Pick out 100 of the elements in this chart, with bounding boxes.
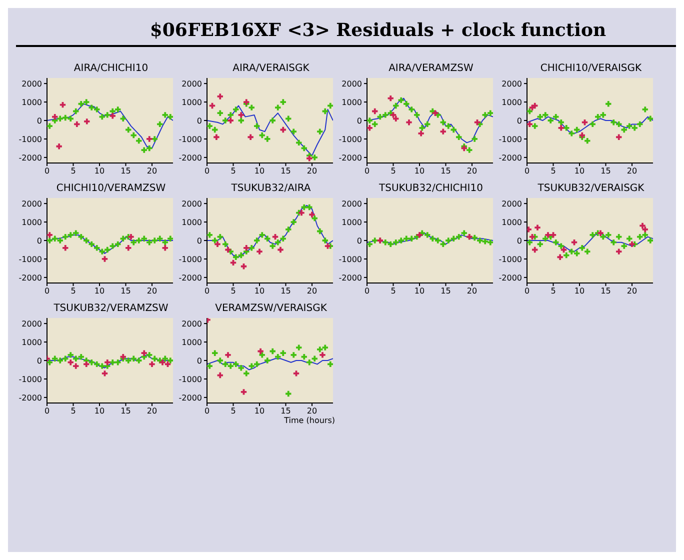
point bbox=[286, 116, 292, 122]
point bbox=[62, 356, 68, 362]
point bbox=[104, 360, 110, 366]
point bbox=[126, 126, 132, 133]
point bbox=[84, 361, 90, 368]
point bbox=[88, 360, 94, 366]
point bbox=[324, 243, 331, 249]
y-tick-label: 2000 bbox=[22, 199, 42, 208]
point bbox=[450, 126, 456, 133]
point bbox=[430, 236, 436, 242]
point bbox=[259, 132, 265, 138]
x-tick-label: 20 bbox=[306, 406, 318, 416]
point bbox=[141, 350, 147, 356]
point bbox=[52, 236, 58, 242]
point bbox=[472, 136, 478, 142]
point bbox=[322, 238, 328, 244]
y-tick-label: -1000 bbox=[178, 254, 202, 264]
y-tick-label: -2000 bbox=[18, 393, 42, 402]
point bbox=[254, 123, 260, 129]
point bbox=[68, 232, 74, 238]
point bbox=[621, 126, 627, 133]
point bbox=[537, 241, 543, 248]
x-tick-label: 20 bbox=[146, 406, 158, 416]
y-tick-label: -1000 bbox=[498, 254, 522, 264]
point bbox=[47, 360, 52, 366]
point bbox=[558, 120, 564, 126]
y-tick-label: 2000 bbox=[182, 79, 202, 88]
x-tick-label: 20 bbox=[146, 286, 158, 296]
point bbox=[270, 243, 276, 249]
point bbox=[146, 240, 152, 246]
point bbox=[228, 118, 234, 124]
point bbox=[477, 238, 483, 244]
point bbox=[68, 360, 74, 366]
point bbox=[450, 236, 456, 242]
point bbox=[240, 264, 247, 270]
point bbox=[78, 101, 84, 107]
point bbox=[146, 136, 152, 142]
point bbox=[212, 238, 218, 244]
x-tick-label: 15 bbox=[120, 406, 131, 416]
x-tick-label: 15 bbox=[440, 286, 451, 296]
point bbox=[99, 363, 105, 369]
point bbox=[217, 358, 223, 364]
point bbox=[393, 240, 399, 246]
point bbox=[642, 232, 648, 238]
x-tick-label: 20 bbox=[146, 166, 158, 176]
point bbox=[372, 108, 378, 114]
point bbox=[446, 238, 452, 244]
point bbox=[456, 234, 462, 240]
point bbox=[126, 245, 132, 251]
point bbox=[217, 234, 223, 240]
y-tick-label: 0 bbox=[356, 236, 362, 246]
point bbox=[621, 243, 627, 249]
y-tick-label: -1000 bbox=[18, 254, 42, 264]
point bbox=[472, 234, 478, 241]
point bbox=[557, 254, 563, 260]
point bbox=[440, 241, 446, 248]
point bbox=[482, 112, 488, 118]
point bbox=[57, 358, 63, 364]
point bbox=[222, 241, 228, 248]
y-tick-label: -1000 bbox=[338, 254, 362, 264]
point bbox=[600, 234, 606, 240]
point bbox=[62, 245, 68, 251]
point bbox=[222, 361, 228, 368]
point bbox=[94, 245, 100, 251]
point bbox=[548, 118, 554, 124]
point bbox=[259, 352, 265, 358]
point bbox=[456, 134, 462, 140]
point bbox=[648, 116, 653, 122]
chart-title: CHICHI10/VERAMZSW bbox=[55, 182, 167, 195]
point bbox=[244, 370, 250, 376]
point bbox=[110, 360, 116, 366]
point bbox=[382, 112, 388, 118]
y-tick-label: -2000 bbox=[498, 273, 522, 282]
y-tick-label: 0 bbox=[196, 356, 202, 366]
point bbox=[225, 246, 231, 253]
point bbox=[648, 238, 653, 244]
x-tick-label: 0 bbox=[44, 166, 50, 176]
point bbox=[256, 248, 262, 254]
point bbox=[598, 230, 604, 236]
x-tick-label: 5 bbox=[70, 286, 76, 296]
point bbox=[298, 210, 304, 216]
point bbox=[626, 123, 632, 129]
x-tick-label: 10 bbox=[94, 406, 105, 416]
point bbox=[440, 128, 446, 134]
x-tick-label: 0 bbox=[44, 406, 50, 416]
point bbox=[558, 125, 564, 131]
point bbox=[590, 121, 596, 128]
x-tick-label: 15 bbox=[600, 166, 611, 176]
point bbox=[130, 132, 136, 138]
point bbox=[606, 232, 612, 238]
x-tick-label: 5 bbox=[390, 166, 396, 176]
point bbox=[130, 240, 136, 246]
point bbox=[590, 232, 596, 238]
point bbox=[532, 102, 538, 109]
point bbox=[606, 101, 612, 107]
point bbox=[527, 226, 532, 232]
y-tick-label: 1000 bbox=[182, 218, 202, 227]
x-tick-label: 15 bbox=[280, 166, 291, 176]
point bbox=[446, 123, 452, 129]
point bbox=[214, 241, 220, 248]
